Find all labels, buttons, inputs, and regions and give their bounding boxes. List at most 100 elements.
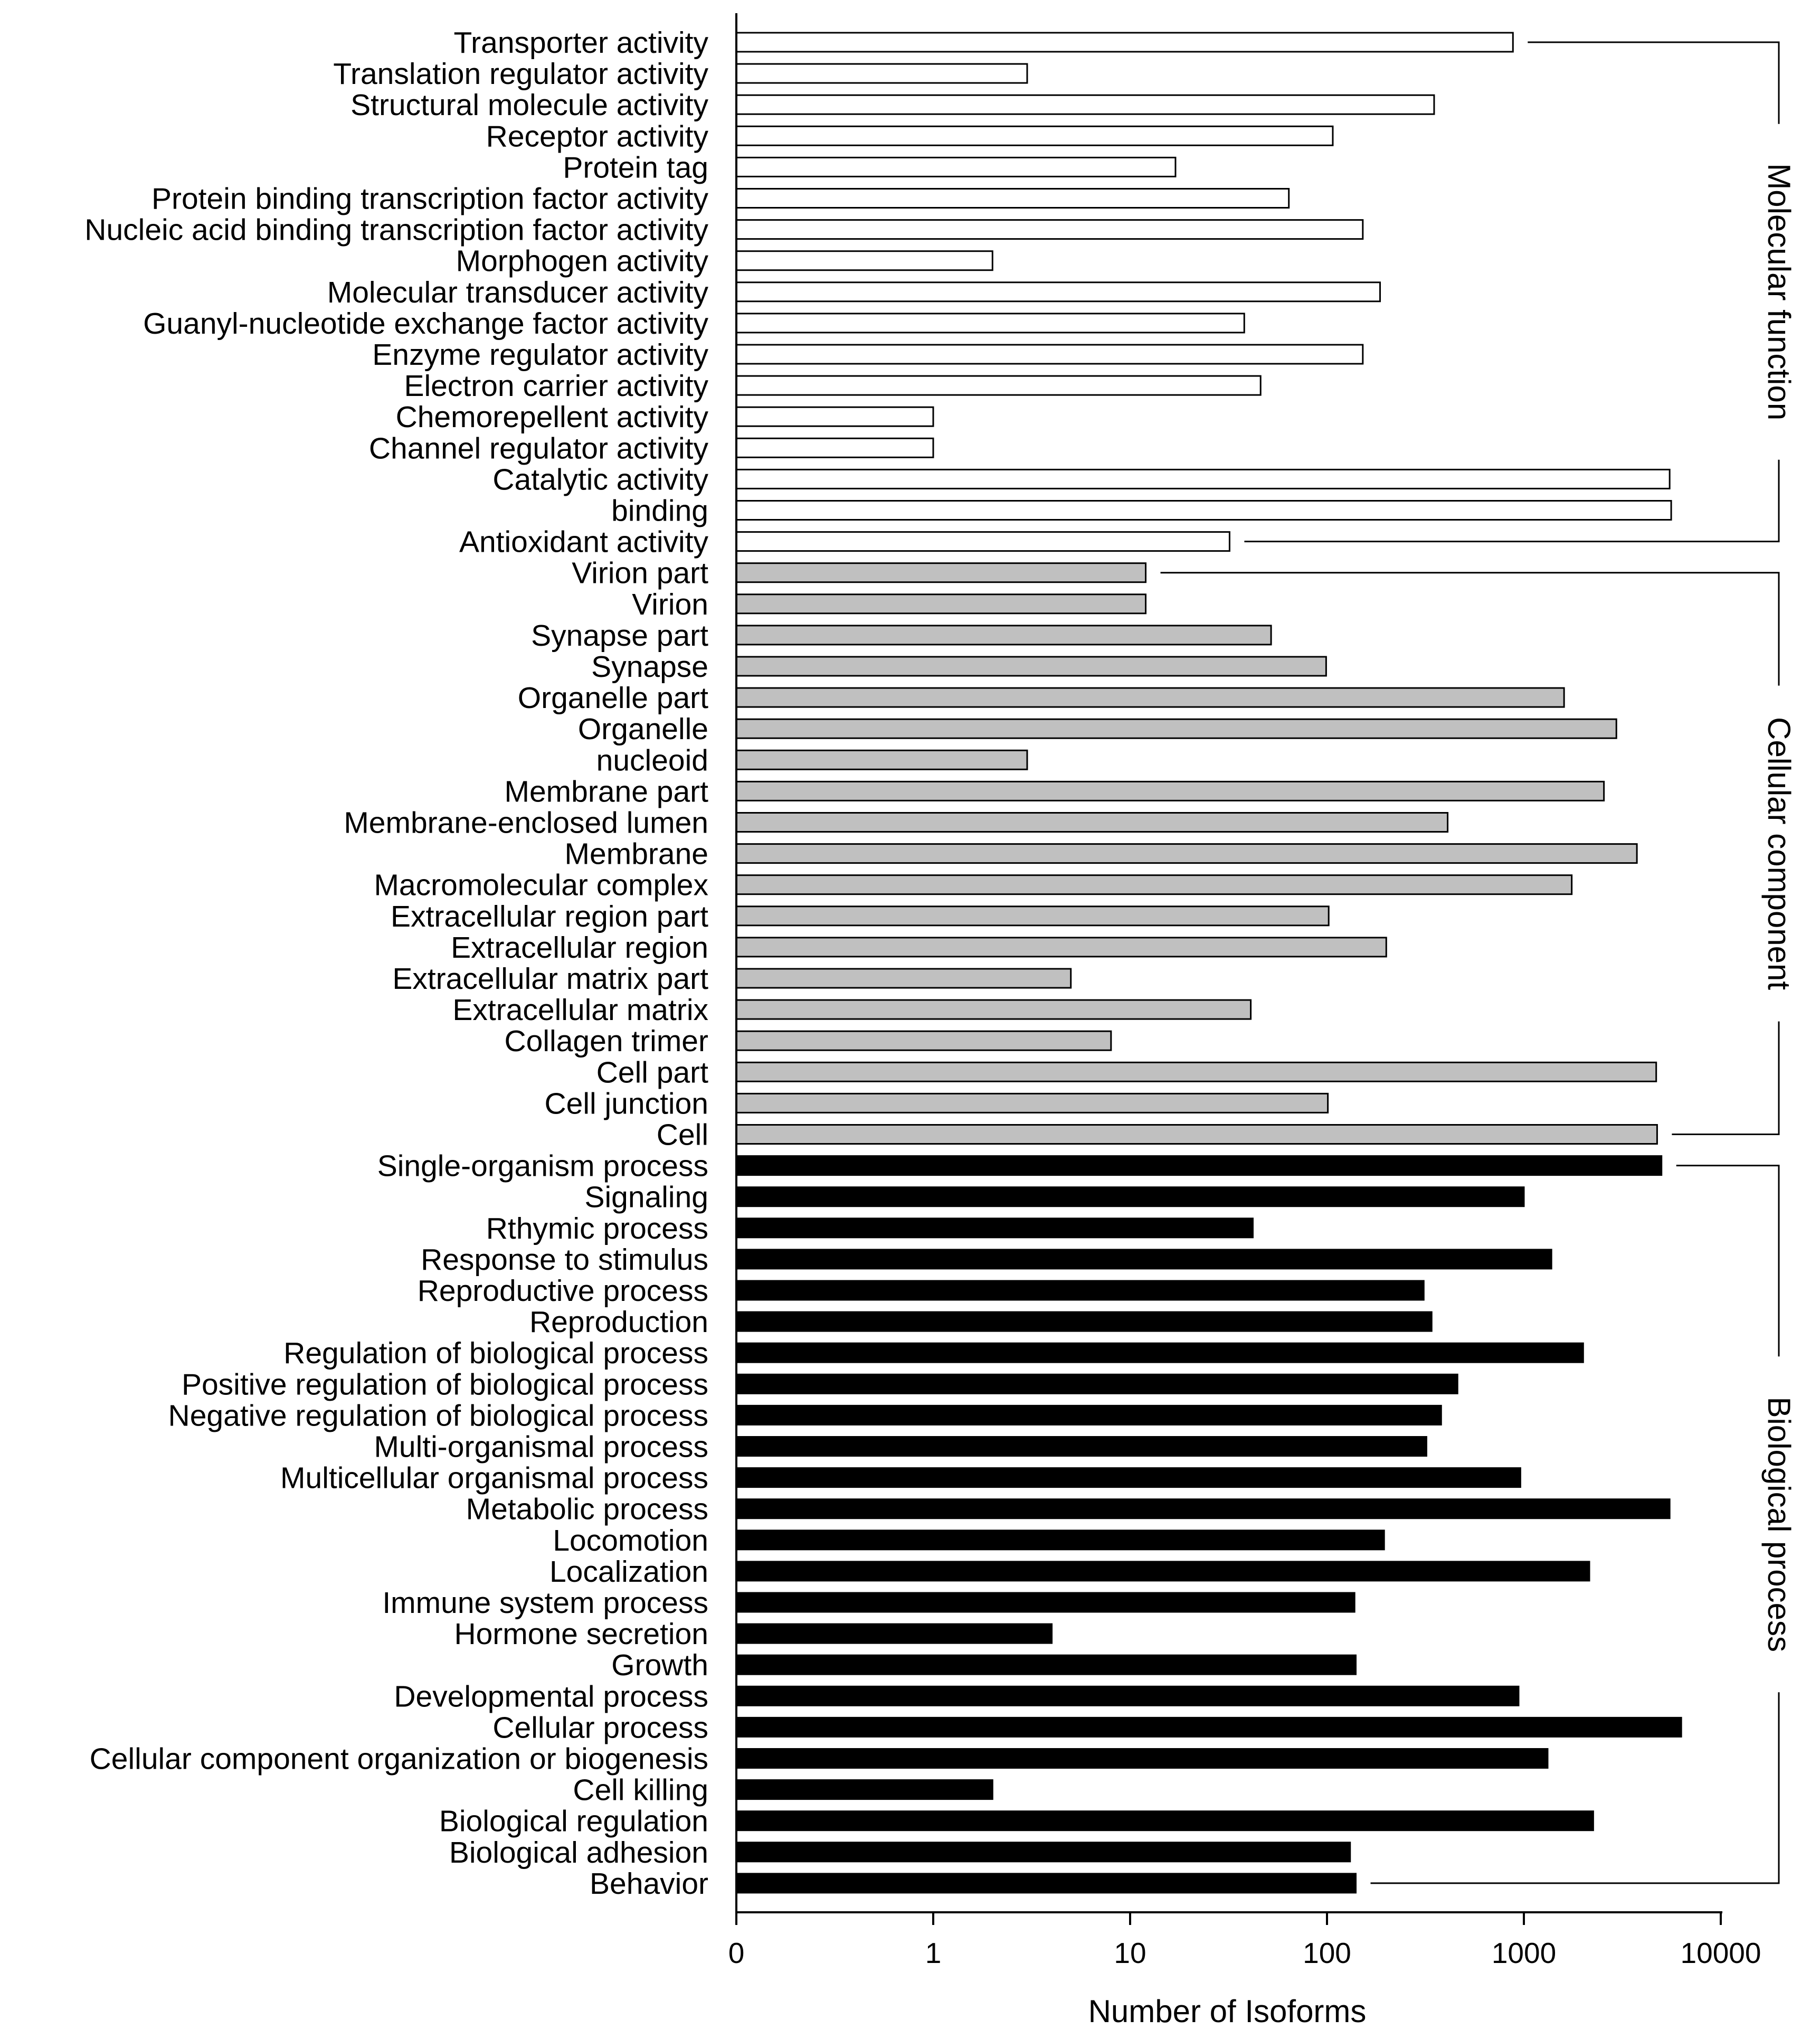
category-label: nucleoid [596,743,708,777]
category-label: Reproduction [529,1305,708,1339]
bar-transporter-activity [735,32,1514,53]
category-label: Virion [632,588,708,621]
category-label: Synapse part [531,619,708,653]
x-tick-label: 10 [1114,1937,1146,1969]
bar-synapse-part [735,625,1272,646]
bar-synapse [735,656,1327,677]
bar-immune-system-process [735,1592,1355,1613]
bar-cellular-component-organization-or-biogenesis [735,1748,1549,1769]
bar-structural-molecule-activity [735,94,1435,115]
category-label: Collagen trimer [505,1024,708,1058]
category-label: Cellular component organization or bioge… [90,1742,708,1776]
bar-enzyme-regulator-activity [735,344,1364,365]
category-label: Molecular transducer activity [327,276,709,309]
bar-membrane-enclosed-lumen [735,812,1449,833]
category-label: Catalytic activity [492,462,708,496]
category-label: Biological regulation [439,1805,708,1838]
bar-multi-organismal-process [735,1436,1427,1457]
category-label: Multicellular organismal process [280,1461,708,1495]
bar-positive-regulation-of-biological-process [735,1373,1458,1394]
category-label: Metabolic process [466,1493,708,1526]
category-label: Transporter activity [453,26,708,60]
bar-morphogen-activity [735,250,993,271]
bracket-line-bottom [1244,459,1780,543]
category-label: Multi-organismal process [374,1430,708,1464]
bar-multicellular-organismal-process [735,1467,1521,1488]
category-label: Virion part [572,556,708,590]
category-label: Cellular process [492,1711,708,1744]
bar-negative-regulation-of-biological-process [735,1404,1442,1426]
category-label: Receptor activity [486,119,709,153]
bar-virion-part [735,562,1147,583]
category-label: Enzyme regulator activity [372,338,708,372]
bar-molecular-transducer-activity [735,281,1381,303]
category-label: Protein binding transcription factor act… [151,182,709,216]
bar-membrane-part [735,780,1605,801]
bar-organelle-part [735,687,1565,708]
bar-extracellular-matrix-part [735,968,1072,989]
category-label: Antioxidant activity [459,525,709,559]
bar-collagen-trimer [735,1030,1112,1051]
bar-protein-tag [735,156,1177,177]
x-ticks-layer: 0 1 10 100 1000 10000 [728,1912,1761,1969]
bar-nucleic-acid-binding-transcription-factor-activity [735,219,1364,240]
category-label: Rthymic process [486,1212,708,1245]
category-label: Structural molecule activity [350,88,708,122]
x-tick-label: 1 [925,1937,942,1969]
bar-macromolecular-complex [735,874,1573,895]
category-label: Signaling [584,1181,708,1214]
bar-biological-regulation [735,1810,1594,1832]
bar-catalytic-activity [735,468,1671,489]
bar-regulation-of-biological-process [735,1342,1584,1363]
x-tick-label: 1000 [1492,1937,1556,1969]
bar-rthymic-process [735,1217,1254,1239]
bar-translation-regulator-activity [735,63,1028,84]
bar-locomotion [735,1530,1385,1551]
category-label: Hormone secretion [454,1617,708,1651]
bar-cell-part [735,1061,1657,1082]
axes-layer [735,13,1722,1913]
category-label: Localization [549,1555,708,1589]
bar-nucleoid [735,749,1028,770]
bar-reproduction [735,1311,1433,1332]
category-label: Extracellular matrix [452,993,708,1027]
bar-virion [735,593,1147,615]
bar-developmental-process [735,1685,1520,1706]
category-label: Reproductive process [418,1274,708,1308]
bar-antioxidant-activity [735,531,1230,552]
bar-extracellular-region [735,937,1387,958]
bar-cell [735,1124,1658,1145]
bar-single-organism-process [735,1155,1663,1176]
x-axis-title: Number of Isoforms [1088,1994,1367,2029]
category-label: Protein tag [563,150,708,184]
category-label: Organelle part [518,681,708,715]
bar-membrane [735,843,1638,864]
bar-signaling [735,1186,1525,1207]
category-label: Chemorepellent activity [396,400,709,434]
bar-hormone-secretion [735,1623,1053,1644]
bar-localization [735,1561,1590,1582]
category-label: Morphogen activity [456,244,709,278]
category-label: Macromolecular complex [374,869,708,902]
category-label: Biological adhesion [449,1836,708,1870]
bar-cellular-process [735,1716,1682,1738]
category-label: Single-organism process [377,1149,708,1183]
bar-growth [735,1654,1357,1675]
category-label: Electron carrier activity [404,369,709,403]
category-label: Cell part [596,1055,708,1089]
bar-electron-carrier-activity [735,375,1262,396]
group-brackets-layer: Molecular function Cellular component Biol… [1160,41,1797,1884]
bar-chemorepellent-activity [735,406,934,427]
category-label: Response to stimulus [421,1243,708,1277]
category-label: Organelle [578,712,708,746]
category-label: Membrane part [504,775,708,808]
category-label: Synapse [591,650,708,684]
bar-extracellular-region-part [735,905,1330,927]
category-label: Negative regulation of biological proces… [168,1399,708,1432]
category-label: Cell junction [545,1087,709,1120]
bracket-line-top [1160,572,1780,686]
category-label: Guanyl-nucleotide exchange factor activi… [143,307,708,341]
bar-response-to-stimulus [735,1249,1552,1270]
x-tick-label: 100 [1303,1937,1351,1969]
